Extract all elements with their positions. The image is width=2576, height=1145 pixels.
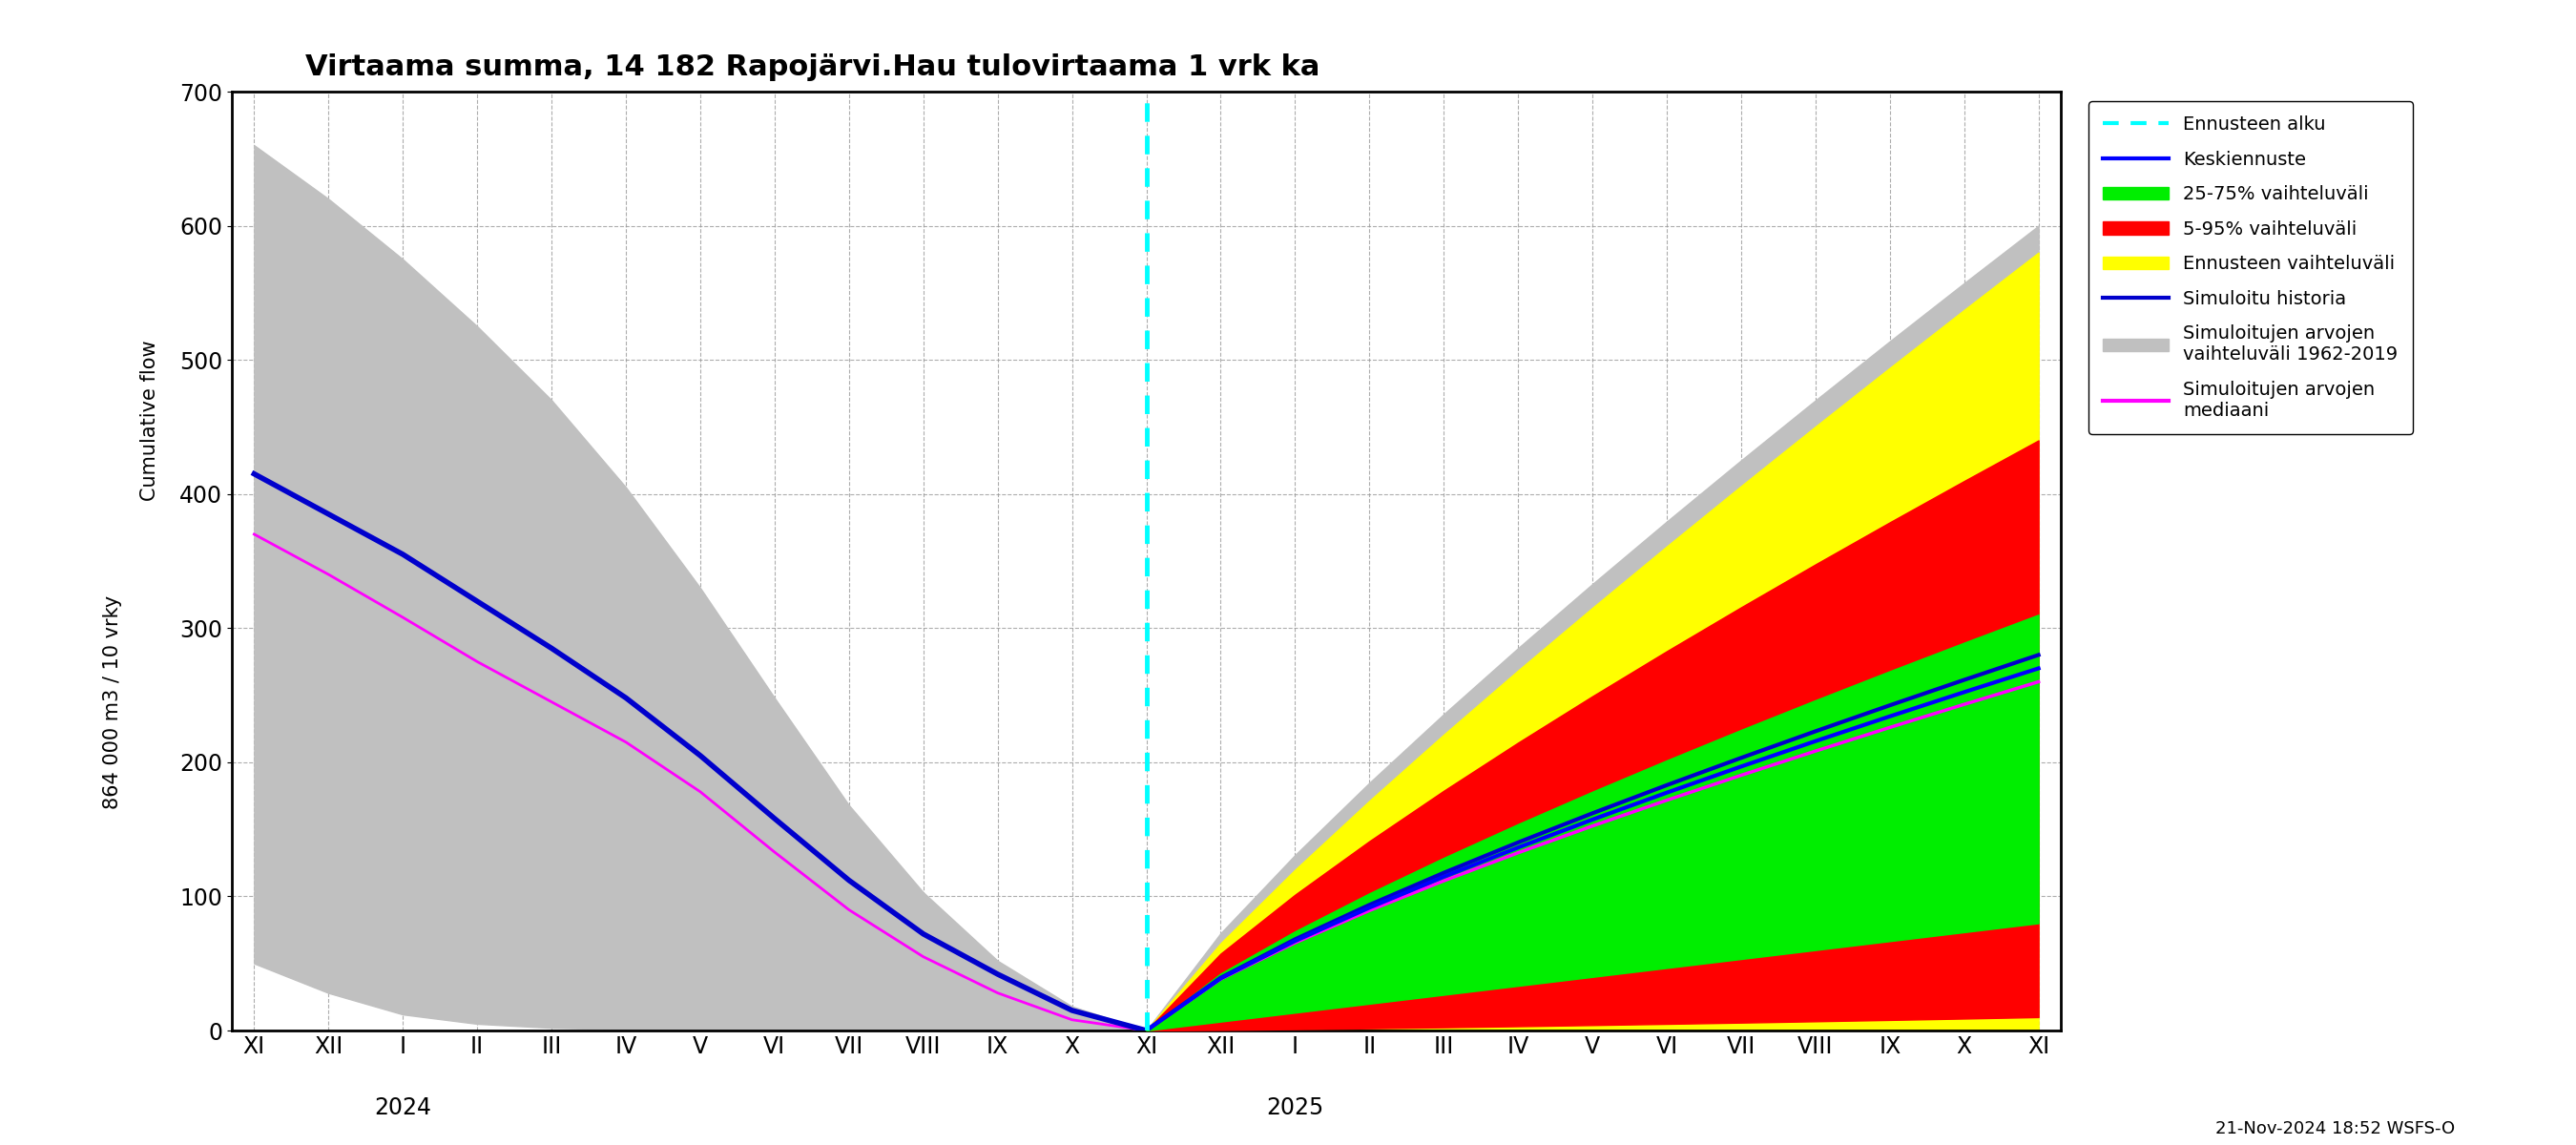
Text: 21-Nov-2024 18:52 WSFS-O: 21-Nov-2024 18:52 WSFS-O — [2215, 1120, 2455, 1137]
Text: 2025: 2025 — [1267, 1096, 1324, 1119]
Legend: Ennusteen alku, Keskiennuste, 25-75% vaihteluväli, 5-95% vaihteluväli, Ennusteen: Ennusteen alku, Keskiennuste, 25-75% vai… — [2089, 101, 2414, 434]
Text: 2024: 2024 — [374, 1096, 430, 1119]
Text: Virtaama summa, 14 182 Rapojärvi.Hau tulovirtaama 1 vrk ka: Virtaama summa, 14 182 Rapojärvi.Hau tul… — [304, 54, 1319, 81]
Text: 864 000 m3 / 10 vrky: 864 000 m3 / 10 vrky — [103, 595, 124, 808]
Text: Cumulative flow: Cumulative flow — [139, 340, 160, 500]
